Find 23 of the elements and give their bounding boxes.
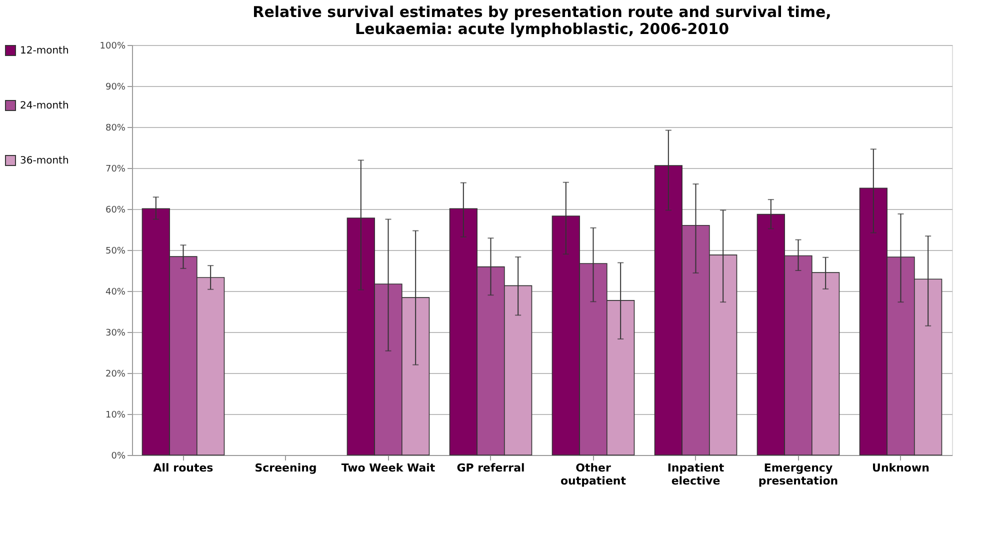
x-tick-label: Two Week Wait	[341, 462, 436, 474]
x-tick-label: Unknown	[872, 462, 930, 474]
y-tick-label: 100%	[100, 42, 126, 52]
y-tick-label: 60%	[105, 206, 126, 216]
legend-label: 12-month	[20, 46, 69, 56]
y-tick-label: 40%	[105, 288, 126, 298]
y-tick-label: 20%	[105, 370, 126, 380]
x-tick-label: Screening	[254, 462, 317, 474]
y-tick-label: 70%	[105, 164, 126, 174]
x-tick-label: GP referral	[456, 462, 525, 474]
y-tick-label: 0%	[111, 452, 126, 462]
y-tick-label: 90%	[105, 82, 126, 92]
legend-label: 36-month	[20, 156, 69, 166]
y-tick-label: 50%	[105, 246, 126, 256]
legend-label: 24-month	[20, 100, 69, 112]
x-tick-label: Inpatient elective	[667, 462, 724, 488]
y-tick-label: 10%	[105, 410, 126, 420]
y-tick-label: 80%	[105, 124, 126, 134]
x-tick-label: Other outpatient	[560, 462, 626, 488]
y-tick-label: 30%	[105, 328, 126, 338]
x-tick-label: All routes	[153, 462, 214, 474]
x-tick-label: Emergency presentation	[758, 462, 838, 488]
chart-title: Relative survival estimates by presentation route and survival time, Leukaemia: acute lymphoblastic, 2006-2010	[252, 3, 832, 38]
